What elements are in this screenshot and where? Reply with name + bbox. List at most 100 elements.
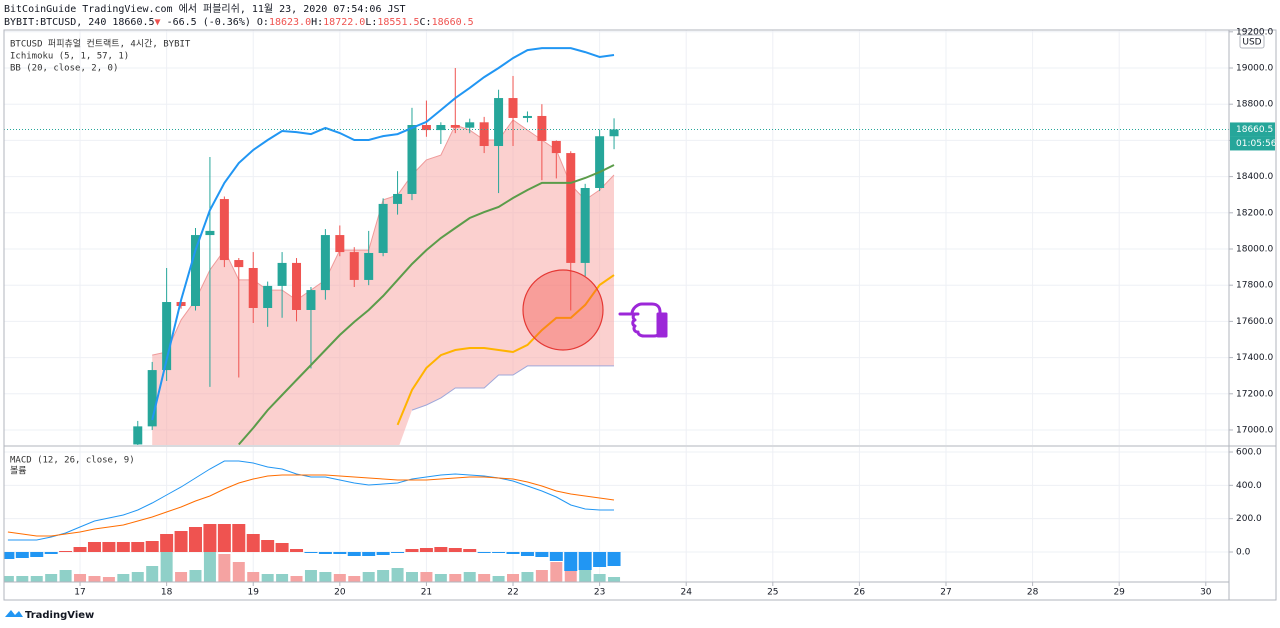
quote-value: 18623.0 [268,17,312,28]
down-arrow: ▼ [154,17,161,28]
histogram-bar [261,540,275,552]
quote-value: 18551.5 [377,17,420,28]
candle-body [566,153,576,263]
volume-bar [218,554,231,582]
candle-body [421,125,431,131]
volume-bar [391,568,404,582]
histogram-bar [217,524,231,552]
histogram-bar [15,552,29,558]
candle-body [147,370,157,427]
histogram-bar [232,524,246,552]
x-tick-label: 23 [594,588,605,598]
volume-bar [463,572,476,582]
frame [3,29,1277,601]
volume-bar [160,545,173,582]
volume-bar [4,576,14,582]
quote-key: O: [256,17,269,28]
histogram-bar [87,542,101,552]
macd-pane [4,460,621,582]
volume-bar [247,572,260,582]
histogram-bar [607,552,621,566]
y-tick-label: 19000.0 [1236,64,1273,74]
candle-body [162,302,172,371]
candle-body [248,267,258,308]
histogram-bar [290,549,304,552]
volume-bar [304,570,317,582]
histogram-bar [304,552,318,553]
candle-body [320,235,330,291]
legend-bb: BB (20, close, 2, 0) [10,64,118,74]
volume-bar [276,574,289,582]
histogram-bar [419,548,433,552]
volume-bar [146,566,159,582]
candle-body [436,125,446,131]
pointing-hand [618,302,668,338]
histogram-bar [391,552,405,553]
volume-bar [507,574,520,582]
y-tick-label: 17000.0 [1236,425,1273,435]
candle-body [234,260,244,268]
y-tick-label: 18000.0 [1236,244,1273,254]
band-line [396,274,615,426]
histogram-bar [434,547,448,552]
histogram-bar [188,527,202,552]
histogram-bar [593,552,607,567]
x-tick-label: 21 [421,588,432,598]
y-tick-label: 17400.0 [1236,353,1273,363]
y-tick-label: 18800.0 [1236,100,1273,110]
highlight-circle [522,269,604,351]
volume-bar [449,574,462,582]
histogram-bar [116,542,130,552]
x-tick-label: 19 [247,588,259,598]
candle-body [450,125,460,128]
volume-bar [232,562,245,582]
histogram-bar [160,534,174,552]
volume-bar [30,576,43,582]
histogram-bar [73,547,87,552]
volume-bar [362,572,375,582]
histogram-bar [535,552,549,557]
volume-bar [319,572,332,582]
candle-body [263,285,273,308]
candle-body [580,188,590,263]
x-tick-label: 24 [680,588,692,598]
quote-key: L: [365,17,378,28]
legend-symbol: BTCUSD 퍼피츄얼 컨트랙트, 4시간, BYBIT [10,39,191,50]
x-tick-label: 26 [854,588,866,598]
volume-bar [189,570,202,582]
y-tick-label: 200.0 [1236,514,1262,524]
histogram-bar [4,552,15,559]
volume-bar [45,574,58,582]
volume-bar [478,574,491,582]
y-tick-label: 18400.0 [1236,172,1273,182]
x-tick-label: 22 [507,588,518,598]
volume-bar [593,574,606,582]
cloud-lower-edge [411,365,614,411]
last-price-box [1230,122,1275,137]
volume-bar [117,574,130,582]
countdown-box [1230,136,1275,151]
y-tick-label: 400.0 [1236,481,1262,491]
candle-body [219,199,229,261]
candle-body [349,252,359,280]
histogram-bar [477,552,491,553]
candle-body [537,115,547,141]
ohlc: O:18623.0H:18722.0L:18551.5C:18660.5 [257,17,474,28]
volume-bar [102,577,115,582]
axes: 17 18 19 20 21 22 23 24 25 26 27 28 29 30 17000.0 17200… [3,27,1277,601]
quote-key: H: [311,17,324,28]
volume-bar [377,570,390,582]
histogram-bar [549,552,563,561]
histogram-bar [520,552,534,556]
macd-line [7,460,614,541]
volume-bar [608,577,621,582]
volume-bar [535,570,548,582]
candle-body [551,140,561,154]
currency-box [1239,34,1265,49]
histogram-bar [448,548,462,552]
volume-bar [203,550,216,582]
volume-bar [405,572,418,582]
y-tick-label: 17600.0 [1236,317,1273,327]
histogram-bar [492,552,506,553]
histogram-bar [463,549,477,552]
